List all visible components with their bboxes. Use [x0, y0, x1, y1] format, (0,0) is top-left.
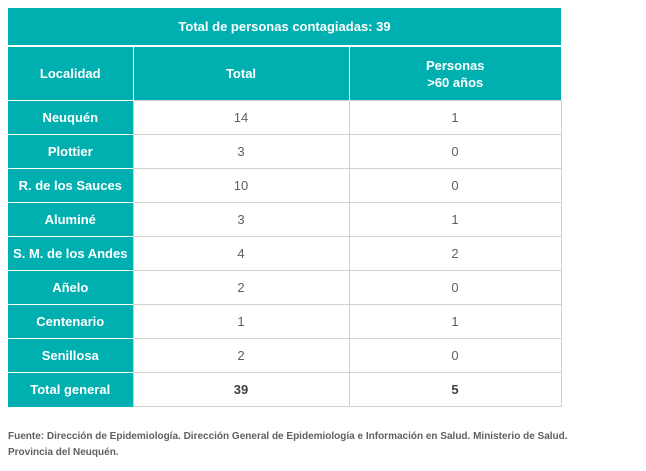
table-row: R. de los Sauces 10 0 [8, 168, 562, 203]
row-localidad: Senillosa [8, 338, 133, 373]
total-row-personas: 5 [348, 372, 562, 407]
row-total: 1 [132, 304, 350, 339]
header-localidad: Localidad [8, 46, 133, 101]
total-row-label: Total general [8, 372, 133, 407]
total-row: Total general 39 5 [8, 372, 562, 407]
row-total: 4 [132, 236, 350, 271]
row-personas: 2 [348, 236, 562, 271]
table-title: Total de personas contagiadas: 39 [8, 8, 561, 47]
header-personas-line2: >60 años [427, 74, 484, 90]
row-total: 2 [132, 270, 350, 305]
row-total: 10 [132, 168, 350, 203]
header-personas: Personas >60 años [348, 46, 561, 101]
table-row: Centenario 1 1 [8, 304, 562, 339]
row-localidad: S. M. de los Andes [8, 236, 133, 271]
total-row-total: 39 [132, 372, 350, 407]
row-total: 3 [132, 202, 350, 237]
row-personas: 1 [348, 202, 562, 237]
row-localidad: Aluminé [8, 202, 133, 237]
table-row: Plottier 3 0 [8, 134, 562, 169]
row-localidad: Neuquén [8, 100, 133, 135]
source-footnote: Fuente: Dirección de Epidemiología. Dire… [8, 431, 568, 458]
row-localidad: Centenario [8, 304, 133, 339]
row-localidad: Plottier [8, 134, 133, 169]
row-personas: 0 [348, 134, 562, 169]
row-personas: 1 [348, 100, 562, 135]
cases-table-container: Total de personas contagiadas: 39 Locali… [8, 8, 562, 407]
row-personas: 0 [348, 270, 562, 305]
row-localidad: R. de los Sauces [8, 168, 133, 203]
row-personas: 0 [348, 338, 562, 373]
row-total: 14 [132, 100, 350, 135]
table-row: Senillosa 2 0 [8, 338, 562, 373]
row-total: 3 [132, 134, 350, 169]
row-localidad: Añelo [8, 270, 133, 305]
header-personas-line1: Personas [425, 57, 485, 73]
table-row: Añelo 2 0 [8, 270, 562, 305]
row-personas: 0 [348, 168, 562, 203]
header-total: Total [132, 46, 349, 101]
cases-table: Total de personas contagiadas: 39 Locali… [8, 8, 562, 407]
table-row: Aluminé 3 1 [8, 202, 562, 237]
table-row: Neuquén 14 1 [8, 100, 562, 135]
row-personas: 1 [348, 304, 562, 339]
row-total: 2 [132, 338, 350, 373]
table-row: S. M. de los Andes 4 2 [8, 236, 562, 271]
